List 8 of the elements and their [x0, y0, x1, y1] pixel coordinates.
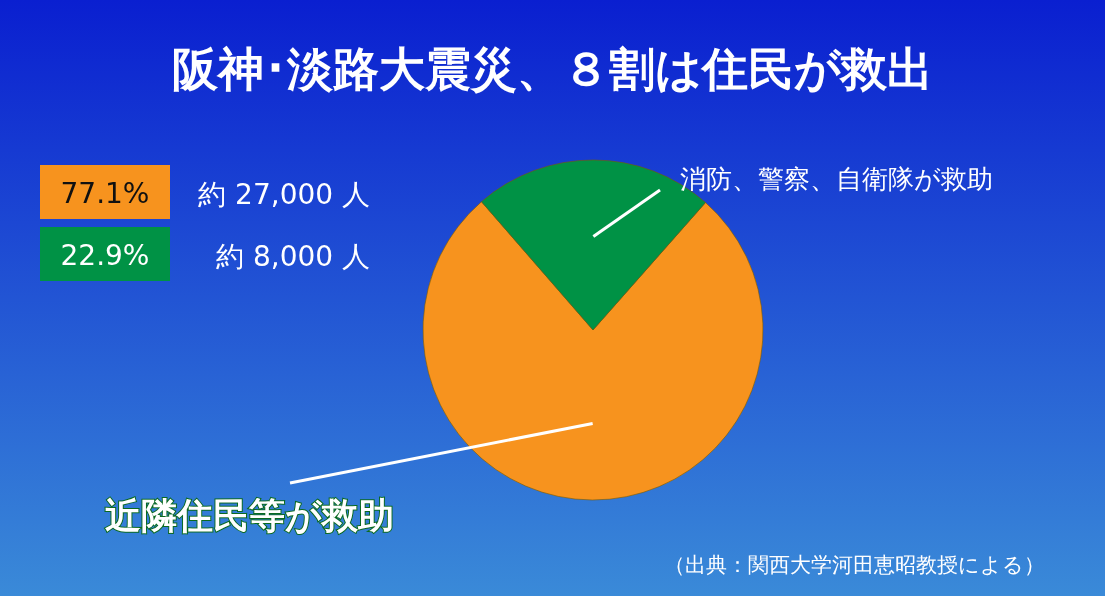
slice-label: 消防、警察、自衛隊が救助	[680, 164, 993, 194]
text: 77.1%	[60, 177, 150, 210]
text: 約 8,000 人	[216, 240, 370, 273]
slice-label: 近隣住民等が救助	[105, 495, 394, 536]
text: （出典：関西大学河田恵昭教授による）	[664, 553, 1045, 577]
text: 22.9%	[60, 239, 150, 272]
text: 約 27,000 人	[198, 178, 370, 211]
chart-title: 阪神･淡路大震災、８割は住民が救出	[172, 42, 933, 96]
